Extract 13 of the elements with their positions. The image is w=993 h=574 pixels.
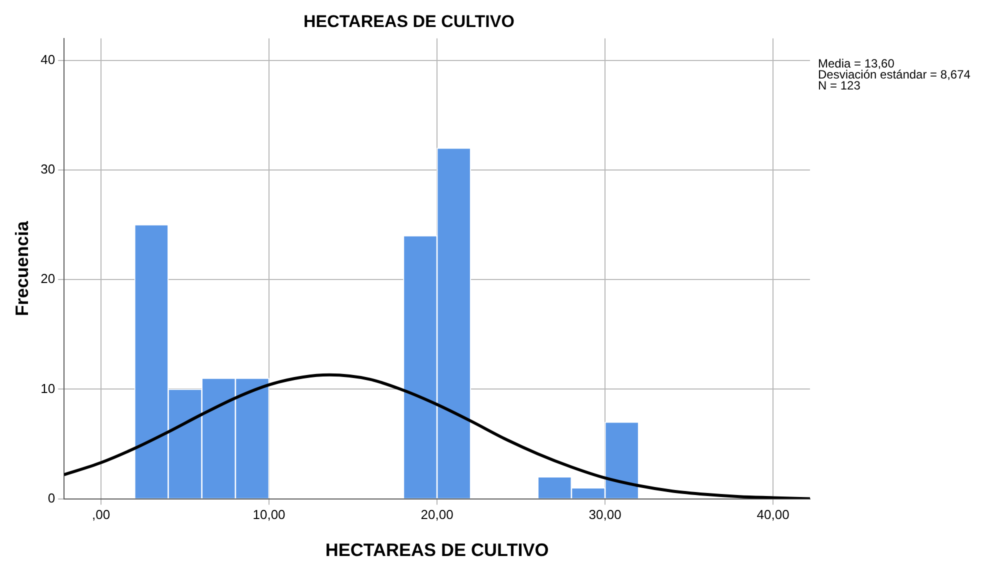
x-tick-label: 30,00 xyxy=(588,507,622,522)
y-tick-label: 30 xyxy=(40,162,56,177)
x-axis-title: HECTAREAS DE CULTIVO xyxy=(325,540,549,560)
x-tick-label: 20,00 xyxy=(420,507,454,522)
x-tick-label: 40,00 xyxy=(756,507,790,522)
x-tick-label: ,00 xyxy=(92,507,110,522)
y-tick-label: 0 xyxy=(48,490,56,506)
chart-title: HECTAREAS DE CULTIVO xyxy=(304,12,514,31)
y-axis-title: Frecuencia xyxy=(12,220,32,316)
y-tick-label: 20 xyxy=(40,271,56,286)
y-tick-label: 40 xyxy=(40,52,56,67)
y-tick-label: 10 xyxy=(40,380,56,396)
x-tick-label: 10,00 xyxy=(252,507,286,522)
